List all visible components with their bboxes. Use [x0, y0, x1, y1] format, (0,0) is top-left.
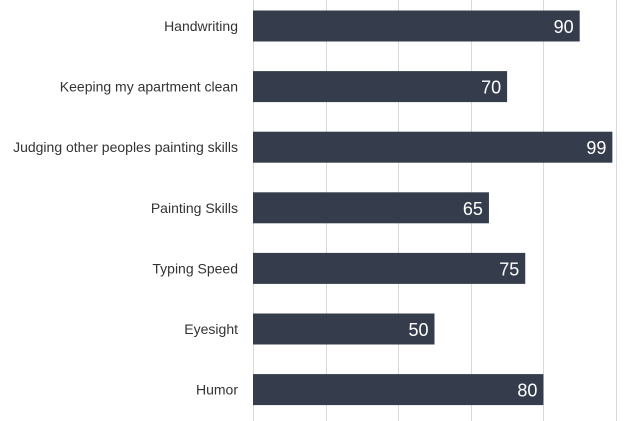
category-label: Humor	[196, 382, 238, 398]
value-label: 70	[481, 78, 501, 98]
value-label: 99	[586, 138, 606, 158]
bar	[253, 313, 435, 345]
bars	[253, 10, 613, 406]
bar	[253, 374, 544, 406]
bar	[253, 252, 526, 284]
category-labels: Handwriting Keeping my apartment clean Jud…	[13, 18, 238, 398]
value-labels: 90 70 99 65 75 50 80	[408, 17, 606, 401]
bar	[253, 192, 489, 224]
category-label: Typing Speed	[152, 260, 238, 276]
value-label: 90	[554, 17, 574, 37]
value-label: 75	[499, 259, 519, 279]
bar	[253, 71, 508, 103]
category-label: Judging other peoples painting skills	[13, 139, 238, 155]
value-label: 65	[463, 199, 483, 219]
category-label: Keeping my apartment clean	[60, 79, 238, 95]
bar	[253, 131, 613, 163]
value-label: 50	[408, 320, 428, 340]
value-label: 80	[517, 381, 537, 401]
bar	[253, 10, 580, 42]
category-label: Handwriting	[164, 18, 238, 34]
category-label: Painting Skills	[151, 200, 238, 216]
category-label: Eyesight	[184, 321, 238, 337]
